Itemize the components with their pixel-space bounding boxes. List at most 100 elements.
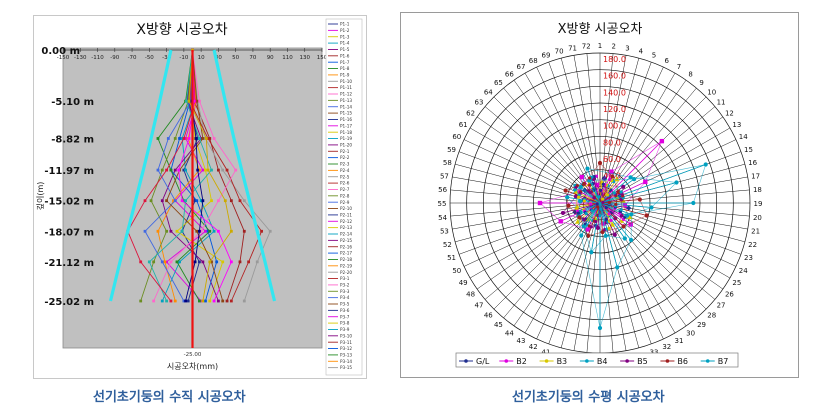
category-label: 61 (459, 121, 468, 129)
error-series-point (204, 137, 208, 140)
error-series-point (187, 99, 191, 103)
series-marker (578, 184, 583, 190)
legend-label: P2-2 (340, 155, 350, 160)
legend-label: B3 (557, 357, 568, 366)
series-marker (573, 194, 578, 199)
error-series-point (172, 199, 175, 203)
angular-spoke (586, 53, 601, 204)
center-cluster-point (604, 206, 608, 210)
error-vector (599, 140, 663, 204)
error-series-point (165, 229, 168, 233)
error-series-point (160, 199, 164, 203)
series-marker (595, 225, 600, 231)
legend-label: P1-14 (340, 104, 352, 109)
error-series-point (195, 229, 199, 233)
error-series-point (204, 229, 207, 233)
angular-spoke (599, 202, 652, 345)
legend-label: P2-11 (340, 213, 352, 218)
x-tick-label: -50 (145, 55, 154, 61)
error-series-point (215, 260, 219, 264)
category-label: 53 (440, 227, 449, 235)
error-series-point (160, 260, 164, 264)
center-cluster-point (582, 199, 586, 203)
legend-label: B5 (637, 357, 648, 366)
tolerance-limit-line (212, 49, 277, 302)
error-series-point (268, 229, 272, 233)
error-vector (587, 202, 601, 237)
series-marker (574, 204, 580, 210)
x-tick-label: 10 (198, 55, 205, 61)
legend-label: P2-8 (340, 193, 350, 198)
radial-tick-label: 160.0 (603, 72, 626, 81)
error-series-point (199, 137, 203, 140)
error-series-point (217, 229, 220, 233)
error-series-point (221, 299, 225, 303)
legend-label: B2 (516, 357, 527, 366)
series-marker (563, 188, 568, 193)
category-label: 16 (748, 159, 757, 167)
error-vector (599, 185, 606, 204)
error-series-point (178, 260, 181, 264)
error-series-point (180, 137, 184, 140)
legend-label: P2-9 (340, 200, 350, 205)
legend-label: B6 (677, 357, 688, 366)
error-vector (599, 199, 640, 204)
series-marker (585, 166, 590, 171)
error-series-point (242, 199, 246, 203)
error-series-point (175, 229, 179, 233)
category-label: 45 (494, 321, 503, 329)
series-marker (622, 236, 627, 241)
series-marker (659, 138, 665, 144)
series-marker (565, 195, 570, 200)
legend-label: P2-18 (340, 257, 352, 262)
error-series-point (186, 299, 190, 303)
category-label: 13 (732, 121, 741, 129)
category-label: 47 (475, 302, 484, 310)
legend-label: P2-7 (340, 187, 350, 192)
legend-label: P3-3 (340, 289, 350, 294)
error-series-point (193, 199, 197, 203)
center-cluster-point (605, 193, 610, 197)
error-series-point (242, 229, 246, 233)
category-label: 11 (717, 98, 726, 106)
error-series-point (169, 299, 173, 303)
legend-label: P1-7 (340, 60, 350, 65)
series-marker (603, 233, 608, 238)
x-tick-label: -70 (128, 55, 137, 61)
series-marker (589, 250, 594, 255)
category-label: 10 (707, 88, 716, 96)
error-series-point (182, 299, 186, 303)
error-series-point (234, 168, 238, 172)
radar-legend-box (455, 352, 739, 368)
category-label: 60 (452, 133, 461, 141)
error-series-point (193, 260, 197, 264)
error-series-point (147, 260, 151, 264)
category-label: 41 (541, 348, 550, 356)
x-tick-label: 70 (249, 55, 256, 61)
series-marker (581, 181, 587, 186)
legend-label: P3-15 (340, 365, 352, 370)
series-marker (621, 224, 626, 229)
category-label: 64 (484, 88, 493, 96)
error-series-line (140, 49, 193, 302)
category-label: 24 (739, 267, 748, 275)
x-tick-label: 30 (215, 55, 222, 61)
error-series-point (195, 99, 199, 103)
category-label: 5 (652, 52, 656, 60)
category-label: 71 (568, 44, 577, 52)
angular-spoke (503, 202, 601, 319)
legend-label: P3-13 (340, 353, 352, 358)
x-tick-label: 50 (232, 55, 239, 61)
caption-vertical-error: 선기초기둥의 수직 시공오차 (93, 390, 246, 405)
center-cluster-point (607, 200, 611, 205)
error-series-point (201, 260, 205, 264)
series-marker (609, 221, 616, 227)
legend-label: P3-8 (340, 321, 350, 326)
category-label: 48 (466, 291, 475, 299)
depth-label: -8.82 m (51, 134, 94, 145)
legend-swatch-marker (585, 359, 589, 363)
error-series-point (210, 199, 213, 203)
category-label: 8 (688, 71, 692, 79)
depth-label: -11.97 m (44, 166, 94, 177)
